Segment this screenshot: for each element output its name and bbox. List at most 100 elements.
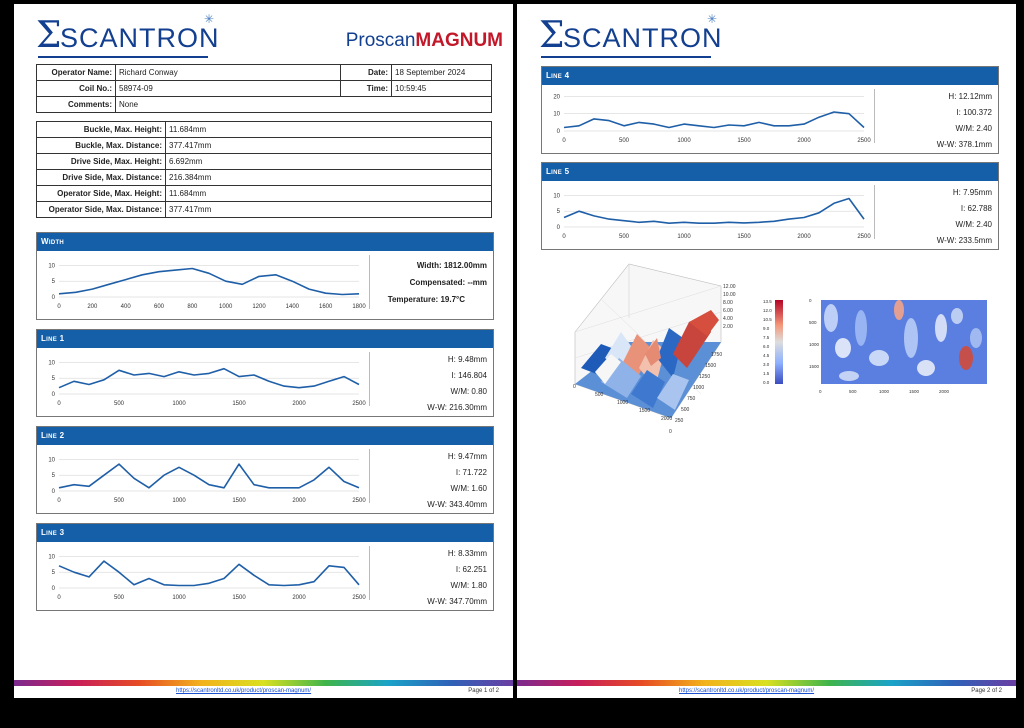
i-stat: I: 62.788 [960, 204, 992, 213]
x-tick-label: 2000 [797, 234, 811, 240]
x-tick-label: 1000 [172, 401, 186, 407]
surface-3d-plot: 12.00 10.00 8.00 6.00 4.00 2.00 1750 1500 1250 1… [573, 263, 736, 435]
y-tick-label: 5 [52, 570, 56, 576]
y-tick-label: 5 [557, 209, 561, 215]
series-line [563, 197, 865, 224]
y-tick-label: 10 [48, 360, 55, 366]
product-link[interactable]: https://scantronltd.co.uk/product/prosca… [176, 688, 312, 694]
date-label: Date: [340, 64, 392, 81]
scantron-logo: Σ SCANTRON ✳ [539, 12, 722, 58]
line4-panel: Line 4 0 10 20 0 500 1000 1500 2000 2500 H: 12.1… [541, 66, 999, 154]
wm-stat: W/M: 0.80 [450, 387, 487, 396]
series-line [58, 560, 360, 587]
rainbow-divider [14, 680, 513, 686]
report-page-2: Σ SCANTRON ✳ Line 4 0 10 20 0 500 1000 1500 200… [517, 4, 1016, 698]
summary-row: Operator Side, Max. Height: 11.684mm [36, 185, 492, 202]
heatmap-colorbar [775, 300, 783, 384]
x-tick-label: 2000 [292, 595, 306, 601]
panel-title: Line 5 [542, 163, 998, 181]
wm-stat: W/M: 1.80 [450, 581, 487, 590]
y-tick-label: 10 [553, 112, 560, 118]
wm-stat: W/M: 2.40 [955, 220, 992, 229]
colorbar-tick-label: 4.5 [763, 353, 770, 358]
heatmap-cell [869, 350, 889, 366]
x-tick-label: 2500 [352, 401, 366, 407]
series-line [58, 267, 360, 296]
x-tick-label: 0 [57, 304, 61, 310]
x-tick-label: 2500 [352, 595, 366, 601]
x-tick-label: 1500 [737, 138, 751, 144]
series-line [58, 367, 360, 389]
i-stat: I: 146.804 [451, 371, 487, 380]
company-name: SCANTRON [60, 23, 220, 53]
heatmap-cell [894, 300, 904, 320]
colorbar-tick-label: 3.0 [763, 362, 770, 367]
z-tick-label: 2.00 [723, 324, 733, 330]
heatmap-cell [951, 308, 963, 324]
line3-panel: Line 3 0 5 10 0 500 1000 1500 2000 2500 H: 8.33m… [36, 523, 494, 611]
y-tick-label: 0 [809, 298, 812, 303]
y-tick-label: 5 [52, 473, 56, 479]
z-tick-label: 10.00 [723, 292, 736, 298]
product-link[interactable]: https://scantronltd.co.uk/product/prosca… [679, 688, 815, 694]
h-stat: H: 9.48mm [447, 355, 487, 364]
operator-value: Richard Conway [115, 64, 341, 81]
x-tick-label: 500 [619, 234, 630, 240]
line5-chart: 0 5 10 0 500 1000 1500 2000 2500 [553, 193, 871, 240]
star-icon: ✳ [204, 12, 215, 26]
series-line [58, 463, 360, 489]
x-tick-label: 1500 [232, 401, 246, 407]
x-tick-label: 1000 [617, 400, 628, 406]
line1-chart: 0 5 10 0 500 1000 1500 2000 2500 [48, 360, 366, 407]
x-tick-label: 1500 [737, 234, 751, 240]
summary-row: Drive Side, Max. Height: 6.692mm [36, 153, 492, 170]
coil-value: 58974-09 [115, 80, 341, 97]
x-tick-label: 500 [114, 401, 125, 407]
y-tick-label: 1250 [699, 374, 710, 380]
i-stat: I: 62.251 [455, 565, 487, 574]
heatmap-cell [904, 318, 918, 358]
x-tick-label: 1500 [232, 498, 246, 504]
y-tick-label: 0 [52, 392, 56, 398]
y-tick-label: 0 [52, 489, 56, 495]
wm-stat: W/M: 2.40 [955, 124, 992, 133]
y-tick-label: 10 [48, 554, 55, 560]
y-tick-label: 20 [553, 94, 560, 100]
y-tick-label: 1500 [705, 363, 716, 369]
x-tick-label: 0 [57, 401, 61, 407]
heatmap-cell [959, 346, 973, 370]
width-stat: Width: 1812.00mm [416, 261, 487, 270]
line3-chart: 0 5 10 0 500 1000 1500 2000 2500 [48, 554, 366, 601]
wm-stat: W/M: 1.60 [450, 484, 487, 493]
x-tick-label: 2000 [292, 498, 306, 504]
time-label: Time: [340, 80, 392, 97]
y-tick-label: 500 [681, 407, 690, 413]
y-tick-label: 500 [809, 320, 817, 325]
date-value: 18 September 2024 [391, 64, 492, 81]
x-tick-label: 0 [57, 498, 61, 504]
y-tick-label: 250 [675, 418, 684, 424]
x-tick-label: 600 [154, 304, 165, 310]
x-tick-label: 1500 [232, 595, 246, 601]
z-tick-label: 8.00 [723, 300, 733, 306]
x-tick-label: 1000 [172, 498, 186, 504]
x-tick-label: 1400 [286, 304, 300, 310]
y-tick-label: 10 [553, 193, 560, 199]
y-tick-label: 10 [48, 263, 55, 269]
z-tick-label: 12.00 [723, 284, 736, 290]
x-tick-label: 500 [114, 595, 125, 601]
colorbar-tick-label: 0.0 [763, 380, 770, 385]
x-tick-label: 400 [121, 304, 132, 310]
star-icon: ✳ [707, 12, 718, 26]
x-tick-label: 800 [187, 304, 198, 310]
y-tick-label: 5 [52, 376, 56, 382]
ww-stat: W-W: 216.30mm [427, 403, 487, 412]
page-gutter [513, 4, 517, 698]
heatmap-plot: 13.5 12.0 10.5 9.0 7.5 6.0 4.5 3.0 1.5 0.0 0 500 10… [763, 298, 987, 394]
panel-title: Line 1 [37, 330, 493, 348]
y-tick-label: 1000 [693, 385, 704, 391]
x-tick-label: 2000 [292, 401, 306, 407]
operator-label: Operator Name: [36, 64, 116, 81]
x-tick-label: 1000 [677, 138, 691, 144]
line4-chart: 0 10 20 0 500 1000 1500 2000 2500 [553, 94, 871, 144]
